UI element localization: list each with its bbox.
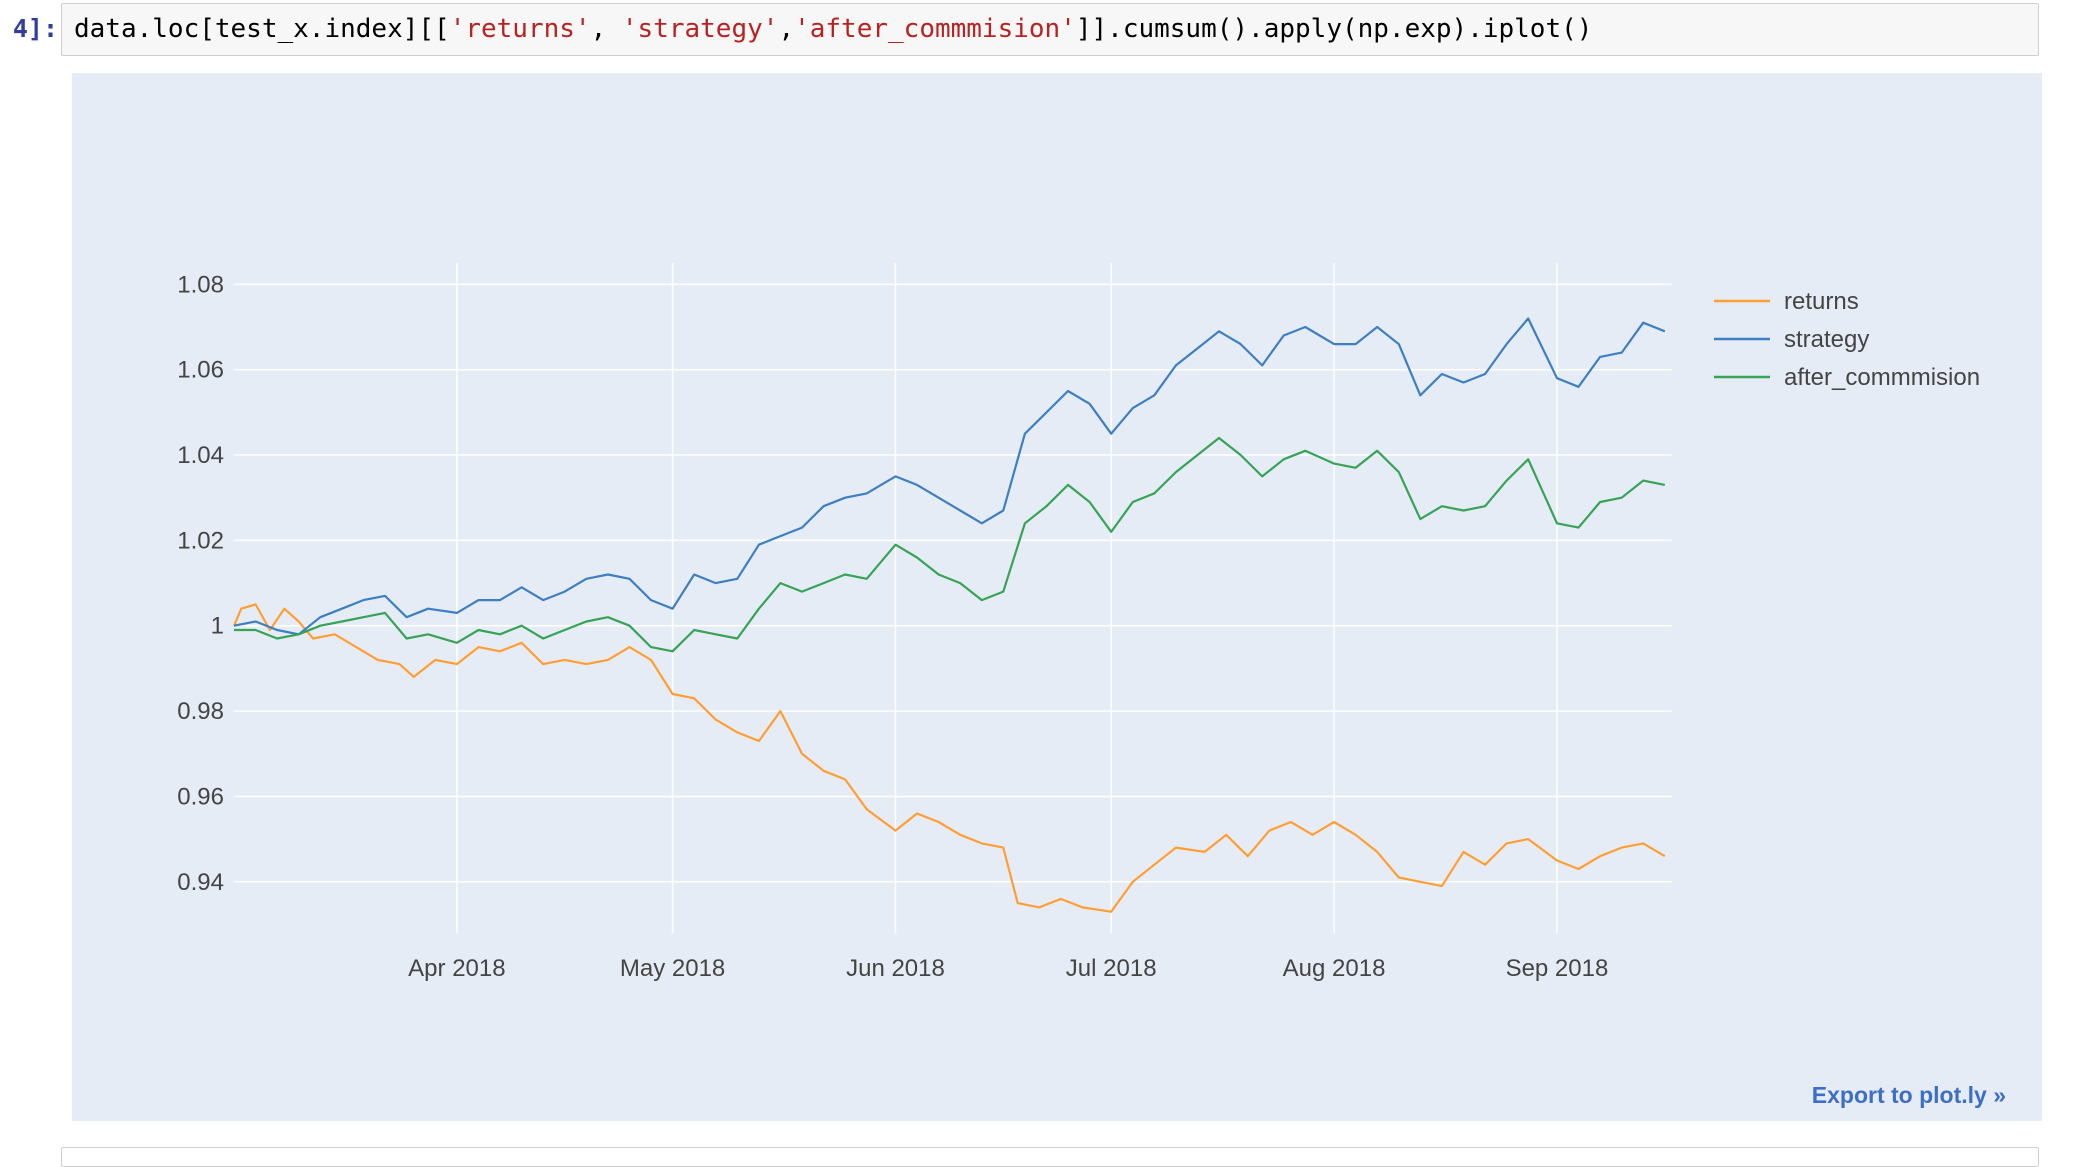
y-tick-label: 0.94 (177, 869, 224, 896)
x-tick-label: May 2018 (620, 955, 725, 982)
y-tick-label: 1.08 (177, 271, 224, 298)
code-cell-input[interactable]: data.loc[test_x.index][['returns', 'stra… (61, 3, 2039, 56)
y-tick-label: 1 (211, 613, 224, 640)
code-token: , (778, 14, 795, 44)
x-tick-label: Aug 2018 (1283, 955, 1386, 982)
code-string-token: 'returns' (449, 14, 591, 44)
x-tick-label: Sep 2018 (1506, 955, 1609, 982)
x-tick-label: Apr 2018 (408, 955, 505, 982)
export-to-plotly-link[interactable]: Export to plot.ly » (1811, 1082, 2006, 1108)
y-tick-label: 0.98 (177, 698, 224, 725)
y-tick-label: 1.06 (177, 357, 224, 384)
y-tick-label: 0.96 (177, 783, 224, 810)
x-tick-label: Jul 2018 (1066, 955, 1157, 982)
y-tick-label: 1.02 (177, 527, 224, 554)
series-line-returns[interactable] (232, 603, 1666, 913)
next-code-cell[interactable] (61, 1147, 2039, 1167)
legend-item-strategy[interactable]: strategy (1784, 326, 1869, 353)
y-tick-label: 1.04 (177, 442, 224, 469)
code-token: , (590, 14, 622, 44)
legend-item-returns[interactable]: returns (1784, 288, 1859, 315)
series-line-strategy[interactable] (233, 317, 1666, 636)
line-chart[interactable]: 0.94 0.96 0.98 1 1.02 1.04 1.06 1.08 Apr 2018 May… (72, 73, 2042, 1121)
series-line-after-commmision[interactable] (234, 436, 1666, 653)
code-token: ]].cumsum().apply(np.exp).iplot() (1075, 14, 1593, 44)
code-string-token: 'after_commmision' (794, 14, 1076, 44)
x-tick-label: Jun 2018 (846, 955, 945, 982)
plot-output-area: 0.94 0.96 0.98 1 1.02 1.04 1.06 1.08 Apr 2018 May… (72, 73, 2042, 1121)
code-token: data.loc[test_x.index][[ (74, 14, 450, 44)
cell-prompt: 4]: (12, 14, 58, 43)
code-string-token: 'strategy' (621, 14, 779, 44)
legend-item-after-commmision[interactable]: after_commmision (1784, 364, 1980, 391)
